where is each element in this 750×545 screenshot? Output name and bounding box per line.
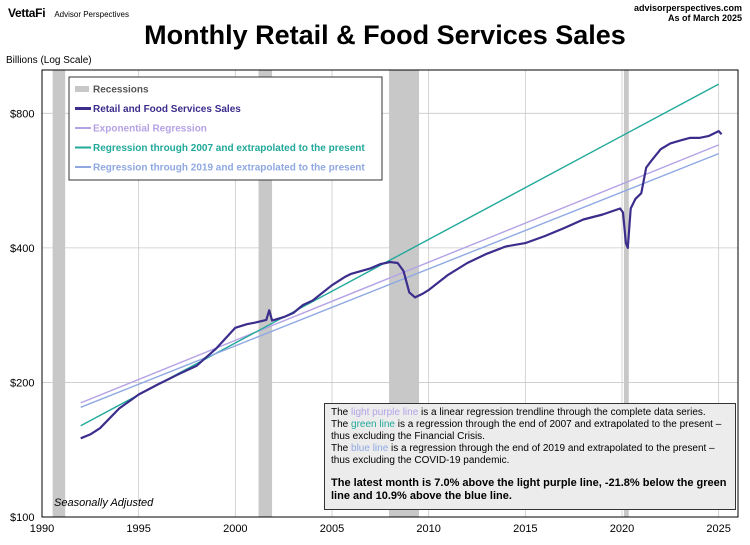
legend-box [68, 76, 383, 181]
brand-subtitle: Advisor Perspectives [54, 10, 130, 19]
legend-label: Retail and Food Services Sales [93, 104, 241, 115]
y-tick-label: $200 [10, 377, 34, 389]
x-tick-label: 2000 [223, 523, 247, 535]
x-tick-label: 1995 [126, 523, 150, 535]
legend-label: Recessions [93, 85, 149, 96]
source-site: advisorperspectives.com [633, 3, 742, 13]
plot-frame [41, 69, 739, 518]
seasonally-adjusted-label: Seasonally Adjusted [54, 497, 154, 509]
y-tick-label: $100 [10, 512, 34, 524]
series-line [80, 152, 719, 408]
y-axis-label: Billions (Log Scale) [6, 55, 92, 66]
legend-swatch [75, 86, 89, 92]
legend-label: Regression through 2019 and extrapolated… [93, 163, 365, 174]
x-tick-label: 1990 [30, 523, 54, 535]
x-tick-label: 2010 [416, 523, 440, 535]
recession-band [258, 70, 273, 517]
series-lines [80, 83, 723, 440]
series-line [80, 130, 723, 440]
y-tick-label: $400 [10, 243, 34, 255]
note-green: The green line is a regression through t… [331, 419, 722, 442]
note-purple: The light purple line is a linear regres… [331, 407, 706, 418]
series-line [80, 83, 720, 427]
brand: VettaFi Advisor Perspectives [8, 6, 129, 20]
legend-label: Exponential Regression [93, 124, 207, 135]
source-block: advisorperspectives.com As of March 2025 [634, 3, 742, 23]
x-tick-label: 2005 [320, 523, 344, 535]
x-tick-label: 2020 [610, 523, 634, 535]
notes-box: The light purple line is a linear regres… [324, 403, 736, 510]
note-blue: The blue line is a regression through th… [331, 443, 715, 466]
x-tick-label: 2015 [513, 523, 537, 535]
legend: Recessions Retail and Food Services Sales… [68, 76, 383, 181]
axes: 1990 1995 2000 2005 2010 2015 2020 2025 $100 $200… [10, 69, 739, 535]
recession-band [623, 70, 629, 517]
as-of-date: As of March 2025 [667, 13, 742, 23]
series-line [80, 144, 719, 404]
chart-title: Monthly Retail & Food Services Sales [144, 20, 626, 50]
vettafi-logo: VettaFi [8, 6, 46, 20]
x-tick-label: 2025 [706, 523, 730, 535]
recession-band [52, 70, 66, 517]
note-summary: The latest month is 7.0% above the light… [331, 477, 727, 502]
y-tick-label: $800 [10, 108, 34, 120]
legend-label: Regression through 2007 and extrapolated… [93, 143, 365, 154]
